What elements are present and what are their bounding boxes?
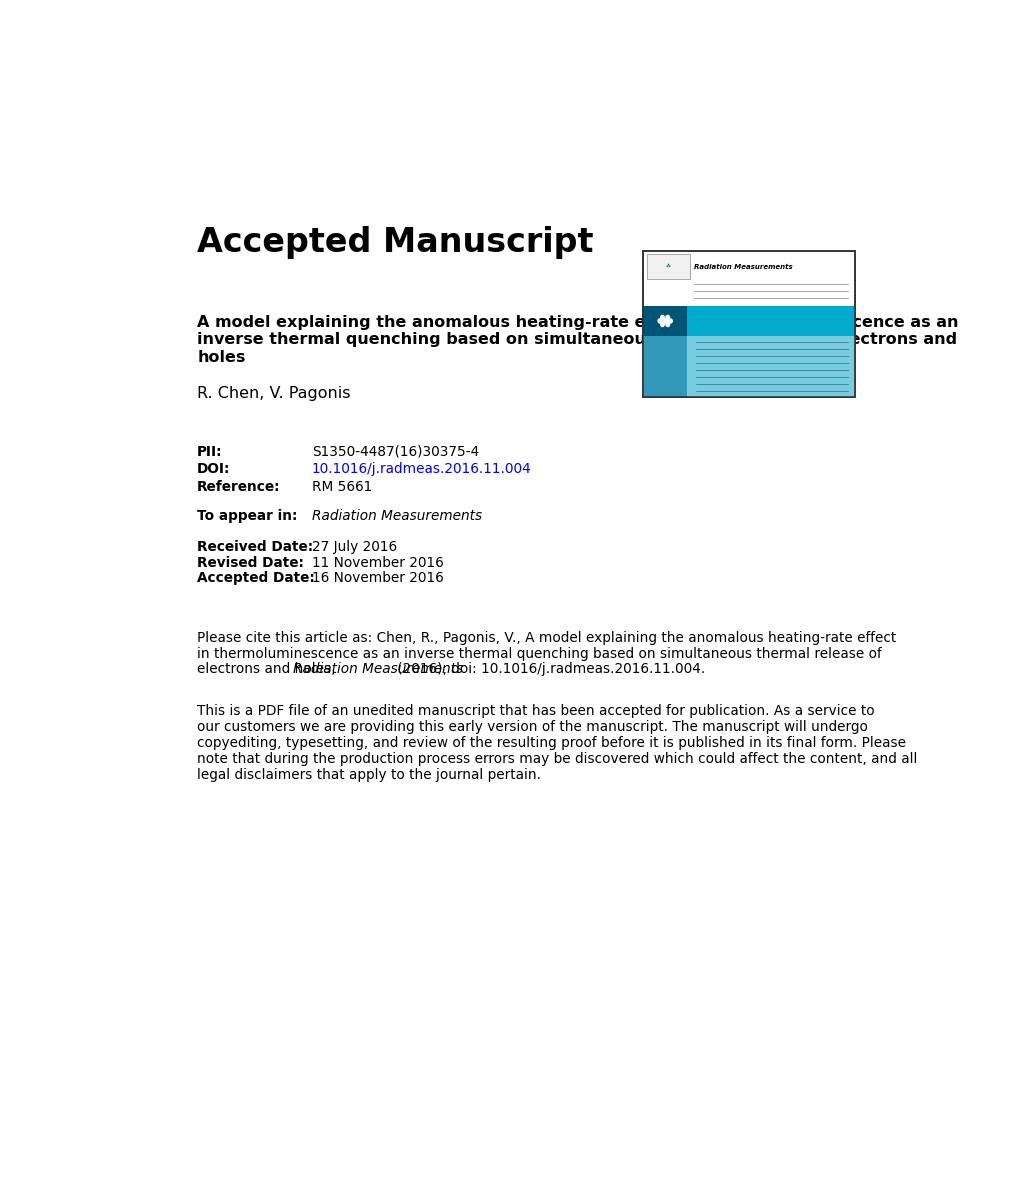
Text: legal disclaimers that apply to the journal pertain.: legal disclaimers that apply to the jour… xyxy=(197,768,541,782)
Text: DOI:: DOI: xyxy=(197,462,230,476)
Circle shape xyxy=(657,319,661,323)
Text: Radiation Measurements: Radiation Measurements xyxy=(312,508,481,522)
Text: A model explaining the anomalous heating-rate effect in thermoluminescence as an: A model explaining the anomalous heating… xyxy=(197,314,958,330)
Circle shape xyxy=(668,319,672,323)
Text: RM 5661: RM 5661 xyxy=(312,480,372,494)
Circle shape xyxy=(660,323,663,326)
Text: Reference:: Reference: xyxy=(197,480,280,494)
Text: in thermoluminescence as an inverse thermal quenching based on simultaneous ther: in thermoluminescence as an inverse ther… xyxy=(197,647,881,661)
Text: copyediting, typesetting, and review of the resulting proof before it is publish: copyediting, typesetting, and review of … xyxy=(197,736,905,751)
Text: Accepted Manuscript: Accepted Manuscript xyxy=(197,226,593,259)
Bar xyxy=(642,336,687,397)
Bar xyxy=(646,254,689,279)
Circle shape xyxy=(660,316,663,319)
Text: To appear in:: To appear in: xyxy=(197,508,298,522)
Circle shape xyxy=(665,323,668,326)
Text: electrons and holes,: electrons and holes, xyxy=(197,662,339,676)
Text: Please cite this article as: Chen, R., Pagonis, V., A model explaining the anoma: Please cite this article as: Chen, R., P… xyxy=(197,630,896,644)
Text: 11 November 2016: 11 November 2016 xyxy=(312,556,443,570)
Text: 16 November 2016: 16 November 2016 xyxy=(312,571,443,585)
Text: 10.1016/j.radmeas.2016.11.004: 10.1016/j.radmeas.2016.11.004 xyxy=(312,462,531,476)
Text: ☘: ☘ xyxy=(665,264,671,268)
Bar xyxy=(642,306,854,336)
Bar xyxy=(642,336,854,397)
Text: Revised Date:: Revised Date: xyxy=(197,556,304,570)
Text: Received Date:: Received Date: xyxy=(197,540,313,554)
Bar xyxy=(642,251,854,397)
Bar xyxy=(642,251,854,397)
Circle shape xyxy=(665,316,668,319)
Text: Radiation Measurements: Radiation Measurements xyxy=(292,662,463,676)
Text: Accepted Date:: Accepted Date: xyxy=(197,571,315,585)
Text: (2016), doi: 10.1016/j.radmeas.2016.11.004.: (2016), doi: 10.1016/j.radmeas.2016.11.0… xyxy=(392,662,704,676)
Bar xyxy=(642,306,687,336)
Circle shape xyxy=(662,318,666,324)
Text: R. Chen, V. Pagonis: R. Chen, V. Pagonis xyxy=(197,385,351,401)
Text: This is a PDF file of an unedited manuscript that has been accepted for publicat: This is a PDF file of an unedited manusc… xyxy=(197,704,874,719)
Text: PII:: PII: xyxy=(197,444,222,459)
Text: inverse thermal quenching based on simultaneous thermal release of electrons and: inverse thermal quenching based on simul… xyxy=(197,332,957,348)
Text: holes: holes xyxy=(197,350,246,365)
Text: 27 July 2016: 27 July 2016 xyxy=(312,540,396,554)
Text: Radiation Measurements: Radiation Measurements xyxy=(693,264,792,269)
Text: note that during the production process errors may be discovered which could aff: note that during the production process … xyxy=(197,752,917,766)
Text: S1350-4487(16)30375-4: S1350-4487(16)30375-4 xyxy=(312,444,479,459)
Text: our customers we are providing this early version of the manuscript. The manuscr: our customers we are providing this earl… xyxy=(197,720,867,734)
